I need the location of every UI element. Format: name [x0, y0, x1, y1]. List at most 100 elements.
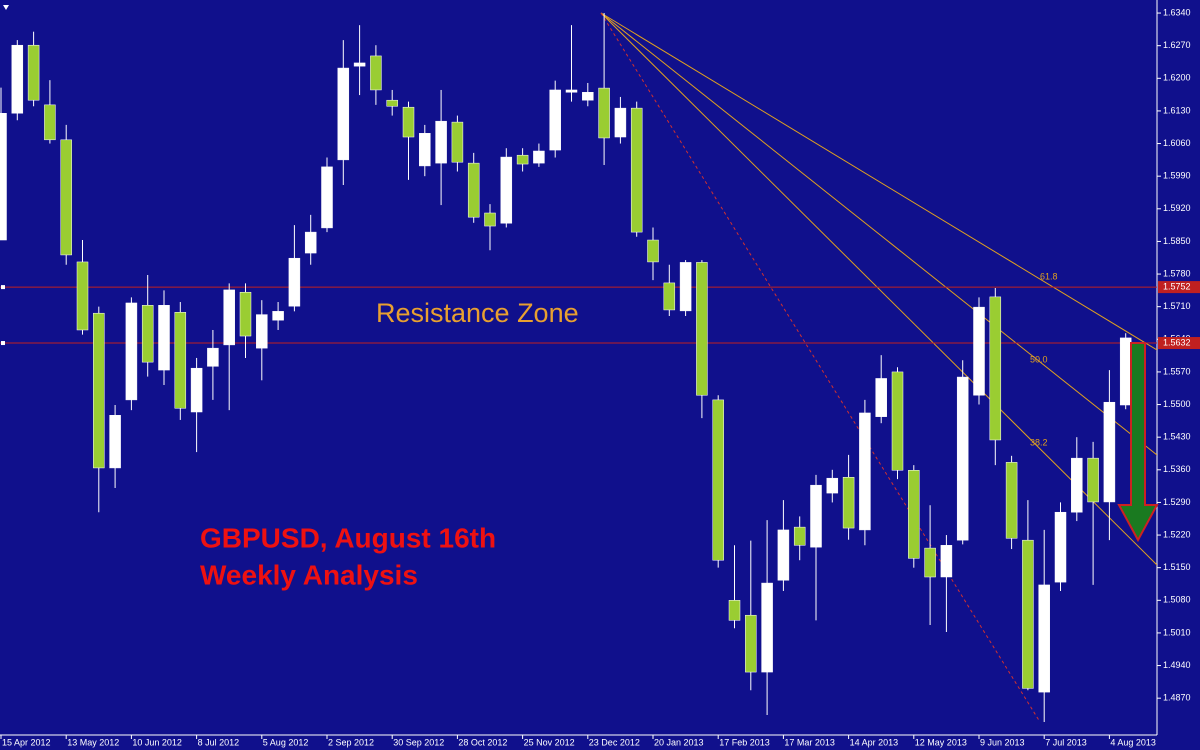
y-tick-label: 1.5570 — [1163, 366, 1191, 376]
candle-body — [1005, 462, 1018, 539]
x-tick-label: 8 Jul 2012 — [198, 737, 240, 747]
x-tick-label: 2 Sep 2012 — [328, 737, 374, 747]
x-tick-label: 23 Dec 2012 — [589, 737, 640, 747]
candle-body — [11, 44, 24, 114]
candle-body — [337, 67, 350, 161]
fan-line — [600, 12, 1157, 351]
x-tick-label: 13 May 2012 — [67, 737, 119, 747]
candle-body — [859, 412, 871, 531]
x-tick-label: 30 Sep 2012 — [393, 737, 444, 747]
candle-body — [109, 415, 121, 469]
candle-body — [60, 139, 72, 256]
candle-body — [256, 314, 268, 349]
candle-body — [0, 113, 7, 241]
down-arrow — [1117, 342, 1159, 543]
candle-body — [728, 600, 741, 621]
candle-body — [842, 477, 855, 529]
candle-body — [908, 470, 920, 559]
candle-body — [891, 371, 904, 471]
candle-body — [630, 107, 643, 233]
y-tick-label: 1.6060 — [1163, 138, 1191, 148]
candle-body — [712, 399, 724, 561]
y-tick-label: 1.6340 — [1163, 7, 1191, 17]
candle-body — [582, 92, 594, 101]
x-tick-label: 15 Apr 2012 — [2, 737, 51, 747]
candle-body — [467, 162, 480, 218]
candle-body — [1022, 539, 1034, 689]
menu-icon — [3, 5, 9, 10]
candle-body — [451, 121, 464, 163]
candle-body — [141, 305, 154, 363]
y-tick-label: 1.5290 — [1163, 497, 1191, 507]
candle-body — [598, 87, 610, 139]
candle-body — [239, 291, 252, 337]
candle-body — [1087, 457, 1099, 503]
candle-body — [386, 99, 398, 107]
fan-line — [600, 12, 1157, 566]
candle-body — [696, 262, 708, 396]
x-tick-label: 14 Apr 2013 — [850, 737, 899, 747]
y-tick-label: 1.5360 — [1163, 464, 1191, 474]
candle-body — [353, 62, 366, 67]
fan-label: 50.0 — [1030, 354, 1048, 364]
candle-body — [435, 120, 447, 164]
candle-body — [288, 257, 301, 307]
y-tick-label: 1.5850 — [1163, 236, 1191, 246]
x-tick-label: 17 Mar 2013 — [784, 737, 835, 747]
x-tick-label: 12 May 2013 — [915, 737, 967, 747]
candle-body — [924, 547, 936, 578]
candle-body — [190, 367, 203, 413]
y-tick-label: 1.6270 — [1163, 40, 1191, 50]
level-label-box — [1158, 281, 1200, 294]
y-tick-label: 1.5430 — [1163, 432, 1191, 442]
overlays — [600, 12, 1157, 723]
candle-body — [1054, 511, 1067, 583]
level-marker — [1, 285, 5, 290]
y-tick-label: 1.6130 — [1163, 105, 1191, 115]
y-tick-label: 1.5150 — [1163, 562, 1191, 572]
y-tick-label: 1.5220 — [1163, 529, 1191, 539]
annotation: Weekly Analysis — [200, 559, 418, 590]
candle-body — [745, 614, 757, 673]
y-tick-label: 1.5990 — [1163, 171, 1191, 181]
x-tick-label: 9 Jun 2013 — [980, 737, 1025, 747]
candle-body — [793, 526, 806, 546]
x-tick-label: 10 Jun 2012 — [132, 737, 182, 747]
candle-body — [549, 89, 561, 151]
x-tick-label: 7 Jul 2013 — [1045, 737, 1087, 747]
y-tick-label: 1.5780 — [1163, 268, 1191, 278]
y-tick-label: 1.5920 — [1163, 203, 1191, 213]
trend-line — [600, 12, 1041, 723]
candle-body — [402, 106, 415, 138]
level-marker — [1, 341, 5, 346]
candle-body — [158, 305, 170, 371]
candle-body — [207, 347, 219, 367]
candle-body — [1103, 401, 1116, 503]
candle-body — [663, 282, 676, 311]
candle-body — [44, 104, 56, 141]
candle-body — [533, 150, 545, 164]
candle-body — [419, 133, 431, 167]
candle-body — [761, 582, 773, 673]
y-tick-label: 1.5080 — [1163, 595, 1191, 605]
y-tick-label: 1.5010 — [1163, 627, 1191, 637]
candle-body — [810, 484, 822, 548]
level-label: 1.5752 — [1163, 281, 1191, 291]
candle-body — [565, 89, 578, 93]
candle-body — [989, 296, 1002, 441]
candle-body — [174, 312, 187, 409]
candle-body — [826, 477, 839, 494]
fan-label: 38.2 — [1030, 437, 1048, 447]
fan-line — [600, 12, 1157, 456]
candle-body — [1119, 337, 1132, 406]
candle-body — [614, 107, 627, 138]
x-tick-label: 17 Feb 2013 — [719, 737, 770, 747]
candle-body — [973, 306, 985, 396]
y-tick-label: 1.5710 — [1163, 301, 1191, 311]
candle-body — [1038, 584, 1050, 693]
candle-body — [500, 156, 513, 224]
annotation: Resistance Zone — [376, 298, 579, 328]
candle-body — [679, 262, 692, 312]
candle-body — [272, 311, 284, 321]
y-tick-label: 1.6200 — [1163, 73, 1191, 83]
